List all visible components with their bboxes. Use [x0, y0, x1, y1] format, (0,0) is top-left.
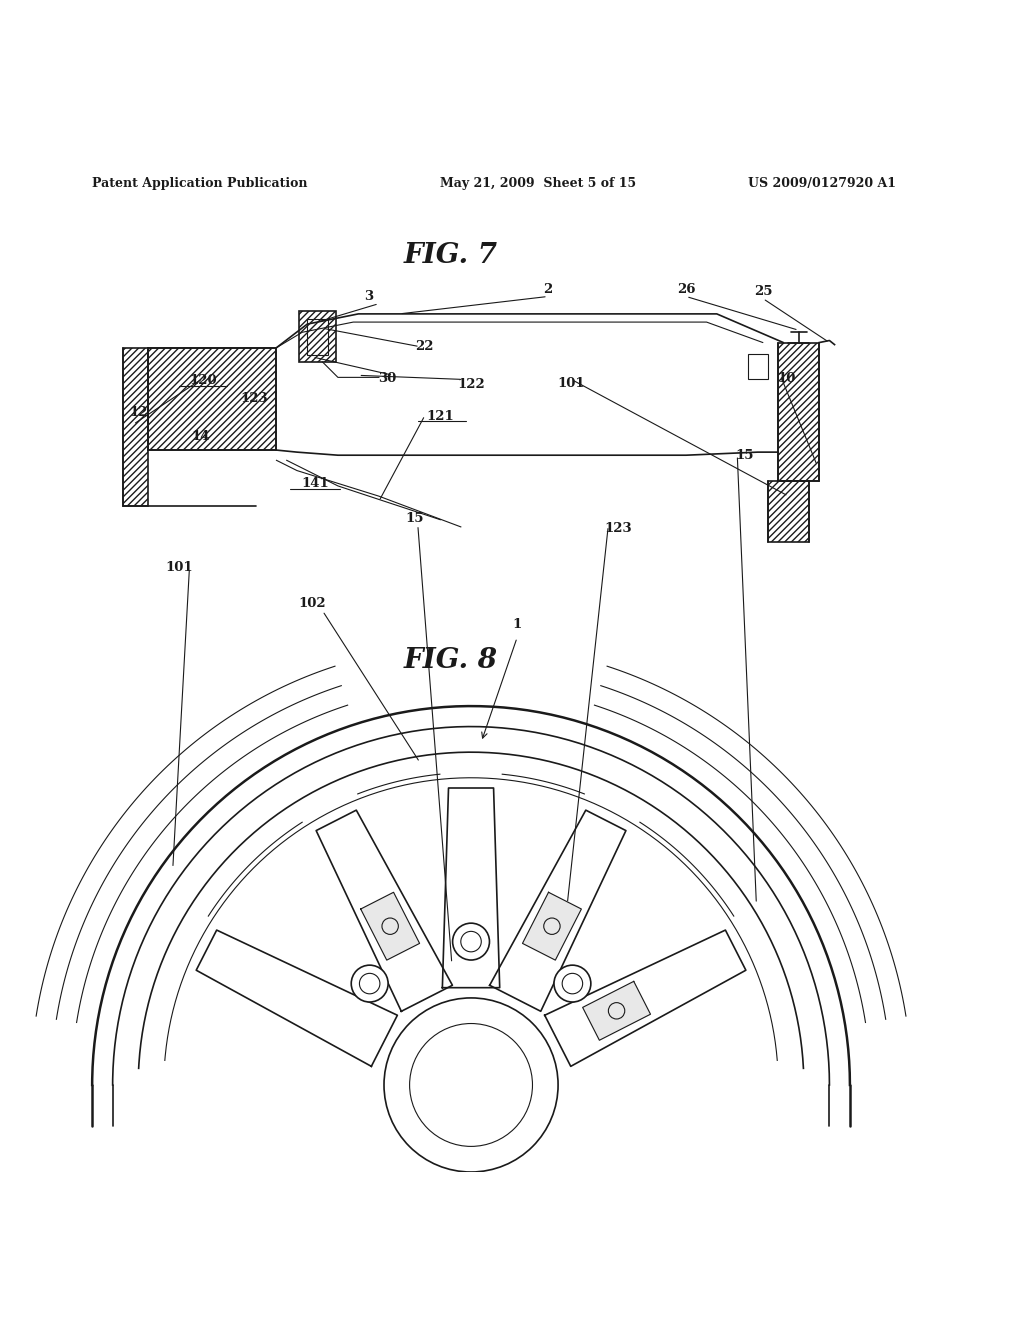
Polygon shape: [522, 892, 582, 960]
Text: 3: 3: [365, 290, 373, 304]
Polygon shape: [583, 981, 650, 1040]
Bar: [307, 319, 328, 355]
Bar: [148, 347, 276, 450]
Bar: [748, 354, 768, 379]
Polygon shape: [545, 931, 745, 1067]
Polygon shape: [197, 931, 397, 1067]
Text: May 21, 2009  Sheet 5 of 15: May 21, 2009 Sheet 5 of 15: [440, 177, 637, 190]
Polygon shape: [442, 788, 500, 987]
Bar: [123, 347, 148, 507]
Text: 123: 123: [604, 523, 632, 536]
Text: 141: 141: [301, 478, 330, 490]
Circle shape: [384, 998, 558, 1172]
Text: 14: 14: [191, 430, 210, 444]
Text: FIG. 8: FIG. 8: [403, 647, 498, 673]
Text: 22: 22: [415, 341, 433, 354]
Text: 15: 15: [406, 512, 424, 525]
Text: 121: 121: [426, 409, 455, 422]
Bar: [768, 480, 809, 543]
Text: 2: 2: [543, 282, 553, 296]
Text: US 2009/0127920 A1: US 2009/0127920 A1: [748, 177, 896, 190]
Text: 15: 15: [735, 449, 754, 462]
Polygon shape: [316, 810, 453, 1011]
Text: 30: 30: [378, 372, 396, 385]
Bar: [299, 310, 336, 362]
Text: FIG. 7: FIG. 7: [403, 242, 498, 269]
Circle shape: [351, 965, 388, 1002]
Text: 25: 25: [754, 285, 772, 298]
Text: 10: 10: [777, 372, 796, 385]
Text: 101: 101: [558, 378, 585, 389]
Text: 120: 120: [189, 374, 216, 387]
Text: 26: 26: [677, 282, 695, 296]
Circle shape: [554, 965, 591, 1002]
Text: 1: 1: [512, 618, 522, 631]
Text: 122: 122: [457, 378, 485, 391]
Polygon shape: [360, 892, 420, 960]
Text: Patent Application Publication: Patent Application Publication: [92, 177, 307, 190]
Bar: [778, 343, 819, 480]
Text: 123: 123: [241, 392, 267, 405]
Text: 12: 12: [129, 405, 147, 418]
Circle shape: [453, 923, 489, 960]
Text: 102: 102: [299, 597, 326, 610]
Polygon shape: [489, 810, 626, 1011]
Text: 101: 101: [166, 561, 193, 574]
